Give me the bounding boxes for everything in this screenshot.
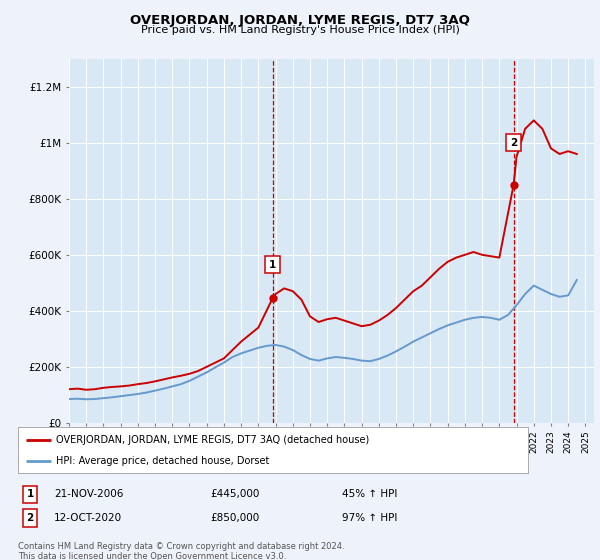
- Text: 21-NOV-2006: 21-NOV-2006: [54, 489, 124, 500]
- Text: OVERJORDAN, JORDAN, LYME REGIS, DT7 3AQ (detached house): OVERJORDAN, JORDAN, LYME REGIS, DT7 3AQ …: [56, 435, 370, 445]
- Text: 2: 2: [510, 138, 517, 148]
- Text: £850,000: £850,000: [210, 513, 259, 523]
- Text: £445,000: £445,000: [210, 489, 259, 500]
- Text: Contains HM Land Registry data © Crown copyright and database right 2024.
This d: Contains HM Land Registry data © Crown c…: [18, 542, 344, 560]
- Text: 1: 1: [269, 260, 276, 269]
- Text: Price paid vs. HM Land Registry's House Price Index (HPI): Price paid vs. HM Land Registry's House …: [140, 25, 460, 35]
- Text: 97% ↑ HPI: 97% ↑ HPI: [342, 513, 397, 523]
- Text: HPI: Average price, detached house, Dorset: HPI: Average price, detached house, Dors…: [56, 456, 269, 466]
- Text: 45% ↑ HPI: 45% ↑ HPI: [342, 489, 397, 500]
- Text: OVERJORDAN, JORDAN, LYME REGIS, DT7 3AQ: OVERJORDAN, JORDAN, LYME REGIS, DT7 3AQ: [130, 14, 470, 27]
- Text: 12-OCT-2020: 12-OCT-2020: [54, 513, 122, 523]
- Text: 1: 1: [26, 489, 34, 500]
- Text: 2: 2: [26, 513, 34, 523]
